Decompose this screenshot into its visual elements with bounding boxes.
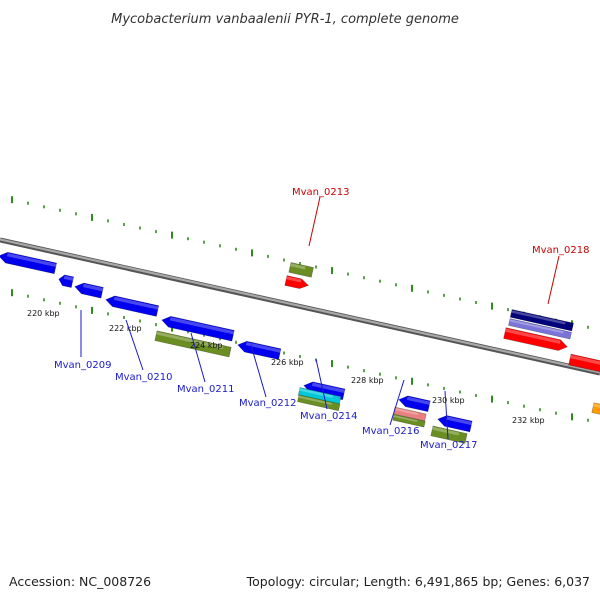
- gene-features: [0, 251, 600, 444]
- scale-labels: 220 kbp 222 kbp 224 kbp 226 kbp 228 kbp …: [27, 309, 545, 425]
- gene-block: [430, 425, 468, 444]
- gene-label-mvan-0218: Mvan_0218: [532, 245, 589, 256]
- gene-shape: [0, 251, 57, 275]
- gene-shape: [74, 282, 104, 299]
- gene-highlight: [509, 319, 564, 334]
- gene-shape: [568, 353, 600, 373]
- gene-highlight: [290, 263, 306, 270]
- gene-label-mvan-0209: Mvan_0209: [54, 360, 111, 371]
- gene-label-mvan-0213: Mvan_0213: [292, 187, 349, 198]
- gene-label-mvan-0217: Mvan_0217: [420, 440, 477, 451]
- gene-block: [509, 309, 574, 332]
- gene-shape: [58, 274, 75, 288]
- gene-block: [392, 413, 426, 428]
- gene-label-mvan-0216: Mvan_0216: [362, 426, 419, 437]
- gene-arrow: [503, 327, 568, 351]
- gene-label-mvan-0214: Mvan_0214: [300, 411, 357, 422]
- gene-highlight: [298, 395, 333, 405]
- gene-arrow: [284, 275, 309, 289]
- leader-line: [250, 344, 267, 398]
- gene-highlight: [245, 342, 281, 353]
- gene-arrow: [0, 251, 57, 275]
- gene-highlight: [169, 317, 235, 335]
- gene-highlight: [63, 275, 74, 281]
- gene-highlight: [113, 296, 159, 310]
- gene-highlight: [394, 407, 419, 416]
- scale-label: 226 kbp: [271, 358, 304, 367]
- genome-summary-text: Topology: circular; Length: 6,491,865 bp…: [246, 574, 590, 589]
- gene-arrow: [105, 295, 160, 317]
- gene-shape: [284, 275, 309, 289]
- gene-highlight: [311, 382, 345, 393]
- gene-shape: [591, 402, 600, 419]
- gene-highlight: [593, 403, 600, 411]
- gene-shape: [509, 309, 574, 332]
- genome-backbone: [0, 237, 600, 376]
- gene-label-mvan-0210: Mvan_0210: [115, 372, 172, 383]
- accession-text: Accession: NC_008726: [9, 574, 151, 589]
- gene-shape: [105, 295, 160, 317]
- gene-label-mvan-0211: Mvan_0211: [177, 384, 234, 395]
- gene-block: [154, 330, 232, 358]
- gene-arrow: [74, 282, 104, 299]
- gene-shape: [154, 330, 232, 358]
- gene-arrow: [58, 274, 75, 288]
- gene-shape: [288, 262, 314, 278]
- gene-shape: [237, 340, 282, 360]
- gene-highlight: [505, 328, 561, 344]
- gene-highlight: [511, 310, 566, 325]
- gene-highlight: [156, 331, 224, 350]
- scale-label: 224 kbp: [190, 341, 223, 350]
- gene-block: [288, 262, 314, 278]
- leader-line: [190, 332, 206, 383]
- scale-label: 220 kbp: [27, 309, 60, 318]
- map-title: Mycobacterium vanbaalenii PYR-1, complet…: [111, 12, 459, 27]
- gene-arrow: [161, 316, 235, 342]
- gene-shape: [398, 395, 431, 413]
- gene-arrow: [237, 340, 282, 360]
- gene-shape: [508, 318, 572, 340]
- gene-highlight: [406, 396, 431, 405]
- gene-arrow: [568, 353, 600, 373]
- gene-highlight: [393, 415, 418, 423]
- gene-shape: [503, 327, 568, 351]
- gene-highlight: [286, 276, 302, 283]
- tick-marks: [11, 196, 589, 422]
- leader-line: [547, 255, 560, 305]
- leader-line: [444, 390, 449, 440]
- gene-shape: [392, 413, 426, 428]
- gene-block: [591, 402, 600, 419]
- gene-highlight: [432, 426, 460, 436]
- leader-line: [308, 196, 321, 247]
- scale-label: 222 kbp: [109, 324, 142, 333]
- gene-highlight: [82, 283, 104, 292]
- leader-line: [125, 319, 144, 371]
- gene-highlight: [299, 388, 334, 398]
- gene-shape: [430, 425, 468, 444]
- gene-highlight: [6, 253, 57, 268]
- gene-shape: [297, 394, 341, 412]
- scale-label: 232 kbp: [512, 416, 545, 425]
- gene-labels: Mvan_0213 Mvan_0218 Mvan_0209 Mvan_0210 …: [54, 187, 589, 451]
- scale-label: 228 kbp: [351, 376, 384, 385]
- gene-shape: [161, 316, 235, 342]
- leader-line: [389, 379, 405, 426]
- gene-highlight: [445, 416, 473, 426]
- scale-label: 230 kbp: [432, 396, 465, 405]
- gene-block: [297, 394, 341, 412]
- gene-block: [508, 318, 572, 340]
- leader-line: [315, 358, 328, 410]
- gene-arrow: [398, 395, 431, 413]
- gene-label-mvan-0212: Mvan_0212: [239, 398, 296, 409]
- gene-leader-lines: [80, 196, 560, 440]
- gene-highlight: [570, 354, 600, 366]
